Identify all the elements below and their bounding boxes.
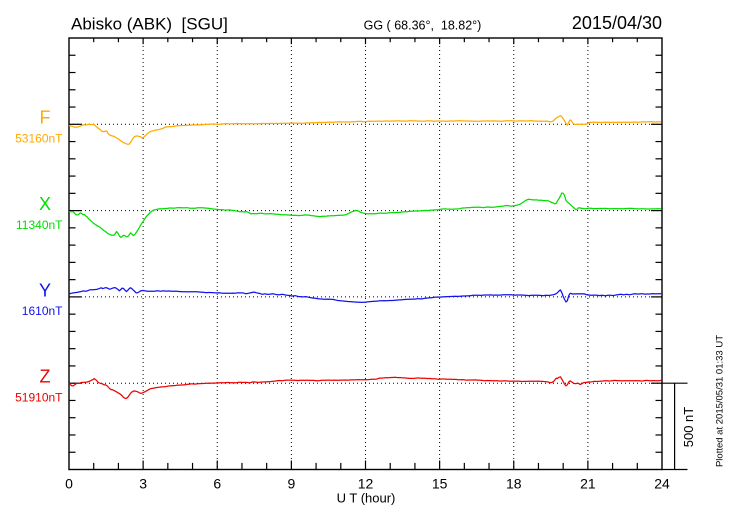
svg-text:18: 18 <box>506 475 522 491</box>
svg-text:500 nT: 500 nT <box>681 407 696 448</box>
svg-text:F: F <box>40 108 51 128</box>
svg-text:U T (hour): U T (hour) <box>337 491 396 506</box>
svg-text:24: 24 <box>654 475 670 491</box>
svg-text:Y: Y <box>39 280 51 300</box>
svg-text:X: X <box>39 194 51 214</box>
svg-text:11340nT: 11340nT <box>16 218 63 232</box>
svg-text:Abisko (ABK) [SGU]: Abisko (ABK) [SGU] <box>71 15 228 34</box>
svg-text:51910nT: 51910nT <box>15 391 63 405</box>
svg-text:3: 3 <box>139 475 147 491</box>
svg-text:12: 12 <box>358 475 374 491</box>
svg-text:9: 9 <box>287 475 295 491</box>
svg-text:6: 6 <box>213 475 221 491</box>
svg-text:2015/04/30: 2015/04/30 <box>572 13 662 33</box>
svg-text:0: 0 <box>65 475 73 491</box>
svg-text:Z: Z <box>40 367 51 387</box>
svg-text:53160nT: 53160nT <box>15 132 63 146</box>
svg-text:21: 21 <box>580 475 596 491</box>
svg-text:1610nT: 1610nT <box>22 304 63 318</box>
svg-text:Plotted at 2015/05/31 01:33 UT: Plotted at 2015/05/31 01:33 UT <box>715 335 726 467</box>
svg-text:GG ( 68.36°, 18.82°): GG ( 68.36°, 18.82°) <box>364 19 482 33</box>
svg-text:15: 15 <box>432 475 448 491</box>
